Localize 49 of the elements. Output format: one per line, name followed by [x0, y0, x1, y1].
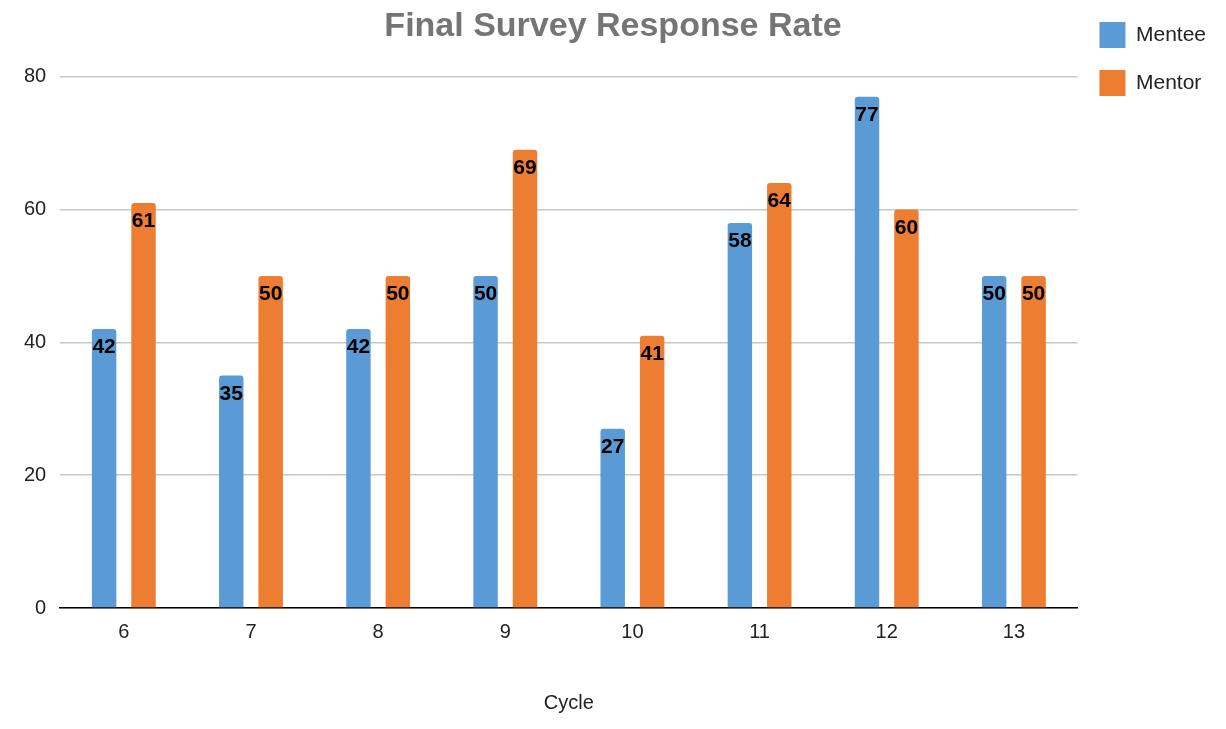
y-tick-label: 80 — [24, 64, 47, 87]
bar — [981, 276, 1007, 608]
data-label: 77 — [855, 102, 879, 126]
x-axis-title: Cycle — [543, 690, 594, 713]
chart-title: Final Survey Response Rate — [384, 4, 842, 43]
data-label: 64 — [767, 188, 792, 212]
data-label: 50 — [473, 281, 498, 305]
bar — [512, 149, 538, 608]
x-tick-label: 10 — [621, 619, 644, 642]
x-tick-label: 6 — [118, 619, 130, 642]
bar — [1021, 276, 1046, 608]
data-label: 50 — [259, 281, 283, 305]
y-tick-label: 20 — [24, 462, 47, 485]
bar — [91, 329, 117, 608]
legend-label: Mentor — [1135, 69, 1202, 93]
x-tick-label: 11 — [749, 619, 770, 642]
data-label: 42 — [92, 334, 116, 358]
bar — [600, 428, 625, 608]
bar — [131, 202, 156, 608]
data-label: 58 — [728, 228, 752, 252]
bar — [894, 209, 919, 608]
data-label: 42 — [346, 334, 371, 358]
data-label: 27 — [601, 434, 625, 458]
data-label: 50 — [982, 281, 1006, 305]
bar — [854, 96, 880, 608]
x-tick-label: 8 — [372, 619, 384, 642]
bar — [639, 335, 665, 608]
data-label: 35 — [219, 380, 244, 404]
data-label: 41 — [640, 341, 665, 365]
x-tick-label: 9 — [499, 619, 511, 642]
x-tick-label: 13 — [1002, 619, 1026, 642]
bar — [385, 276, 411, 608]
legend-label: Mentee — [1135, 21, 1206, 45]
y-tick-label: 40 — [24, 329, 47, 352]
data-label: 60 — [894, 214, 919, 238]
data-label: 69 — [513, 155, 537, 179]
data-label: 61 — [131, 208, 156, 232]
y-tick-label: 0 — [35, 595, 47, 618]
bar — [473, 276, 498, 608]
data-label: 50 — [1021, 281, 1046, 305]
bar — [727, 222, 753, 608]
bar — [219, 375, 244, 608]
x-tick-label: 7 — [245, 619, 257, 642]
bar — [346, 329, 371, 608]
y-tick-label: 60 — [24, 197, 47, 220]
bar — [767, 183, 792, 608]
x-tick-label: 12 — [875, 619, 898, 642]
data-label: 50 — [386, 281, 410, 305]
bar — [258, 276, 283, 608]
